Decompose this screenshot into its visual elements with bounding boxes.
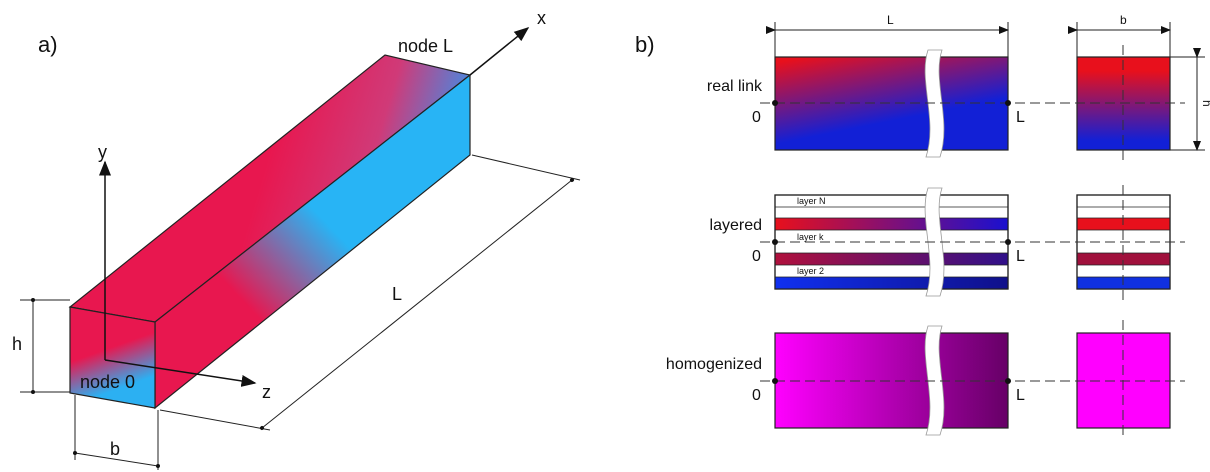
node-label: node L [398, 36, 453, 56]
centerline [760, 45, 1185, 440]
dimension-label: h [12, 334, 22, 354]
panel-label: b) [635, 32, 655, 57]
axis-label: z [262, 382, 271, 402]
layer-label: layer 2 [797, 266, 824, 276]
node-label: 0 [752, 387, 761, 404]
dimension-label: b [110, 439, 120, 459]
node-label: 0 [752, 109, 761, 126]
row-label: homogenized [666, 356, 762, 373]
extension-line [471, 154, 581, 181]
dimension-line [73, 451, 160, 468]
dimension-label: L [392, 284, 402, 304]
layered-beam [774, 194, 1009, 290]
extension-line [159, 409, 271, 431]
layer-label: layer k [797, 232, 824, 242]
dimension-line [260, 178, 574, 430]
axis-label: x [537, 8, 546, 28]
node-label: L [1016, 248, 1025, 265]
dimension-label: L [887, 13, 894, 27]
node-label: L [1016, 387, 1025, 404]
dimension-label: h [1200, 100, 1210, 107]
row-label: layered [710, 217, 762, 234]
panel-label: a) [38, 32, 58, 57]
node-label: 0 [752, 248, 761, 265]
z-axis [104, 359, 257, 387]
dimension-label: b [1120, 13, 1127, 27]
row-label: real link [707, 78, 763, 95]
axis-label: y [98, 142, 107, 162]
layer-label: layer N [797, 196, 826, 206]
beam-front-face [69, 306, 156, 409]
node-label: node 0 [80, 372, 135, 392]
node-point [772, 100, 1011, 384]
node-label: L [1016, 109, 1025, 126]
x-axis [469, 27, 530, 76]
